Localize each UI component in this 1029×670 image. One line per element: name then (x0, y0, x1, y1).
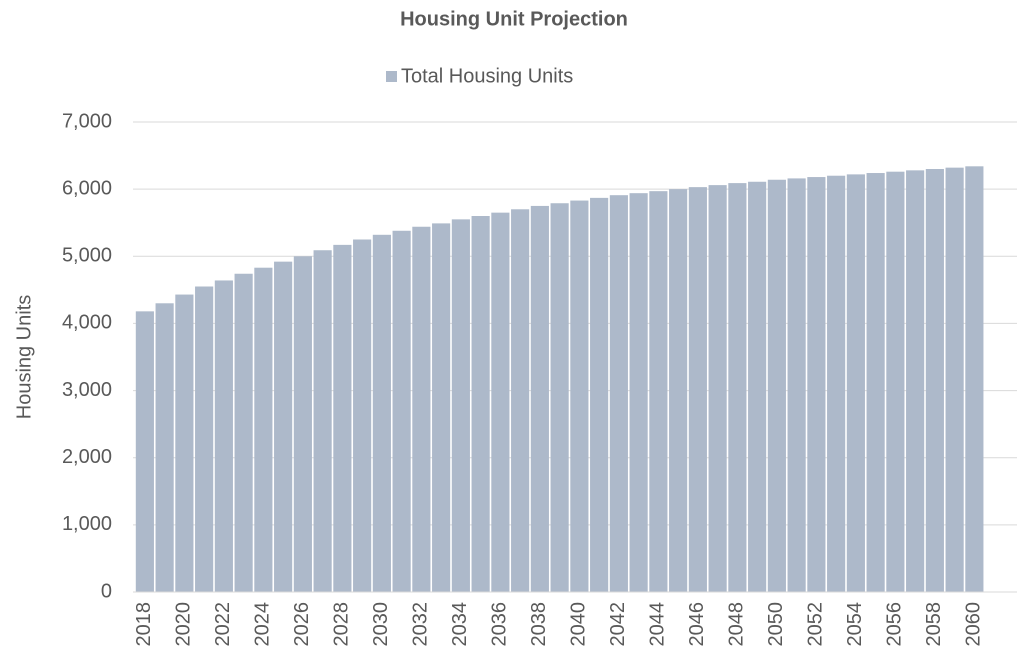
bar (649, 191, 668, 592)
bar (925, 169, 944, 592)
x-tick-label: 2018 (133, 602, 155, 647)
x-tick-label: 2024 (252, 602, 274, 647)
bar (392, 230, 411, 592)
bar (629, 193, 648, 592)
x-tick-label: 2026 (291, 602, 313, 647)
bar (451, 219, 470, 592)
y-tick-label: 6,000 (62, 177, 112, 199)
bar (708, 185, 727, 592)
bar (293, 256, 312, 592)
bar (590, 197, 609, 592)
x-tick-label: 2030 (370, 602, 392, 647)
bar (471, 216, 490, 592)
bar (767, 179, 786, 592)
bar (886, 171, 905, 592)
x-tick-label: 2020 (173, 602, 195, 647)
y-tick-label: 7,000 (62, 110, 112, 132)
bar (550, 203, 569, 592)
bar (175, 294, 194, 592)
x-tick-label: 2054 (844, 602, 866, 647)
bar (135, 311, 154, 592)
bar (846, 174, 865, 592)
x-tick-label: 2060 (963, 602, 985, 647)
chart-title: Housing Unit Projection (400, 8, 628, 30)
x-tick-label: 2036 (489, 602, 511, 647)
bar (491, 212, 510, 592)
bar (412, 226, 431, 592)
y-tick-label: 3,000 (62, 379, 112, 401)
x-tick-label: 2022 (212, 602, 234, 647)
bar (866, 173, 885, 592)
x-tick-label: 2032 (410, 602, 432, 647)
y-tick-label: 2,000 (62, 446, 112, 468)
bar (432, 223, 451, 592)
y-tick-label: 5,000 (62, 245, 112, 267)
x-tick-label: 2052 (805, 602, 827, 647)
x-tick-label: 2046 (686, 602, 708, 647)
bar (827, 175, 846, 592)
bar (530, 205, 549, 592)
y-axis-label: Housing Units (13, 295, 35, 420)
bar (787, 178, 806, 592)
bar (570, 200, 589, 593)
bar (965, 166, 984, 593)
x-tick-label: 2034 (449, 602, 471, 647)
bar (609, 195, 628, 592)
y-tick-label: 4,000 (62, 312, 112, 334)
bar (945, 167, 964, 592)
bar (234, 273, 253, 592)
bar (333, 244, 352, 592)
bar (748, 181, 767, 592)
bar (807, 177, 826, 593)
legend-label: Total Housing Units (401, 65, 573, 87)
bar (274, 261, 293, 592)
bar (254, 267, 273, 592)
x-tick-label: 2048 (726, 602, 748, 647)
bar (511, 209, 530, 593)
bar (313, 250, 332, 592)
x-tick-label: 2056 (884, 602, 906, 647)
x-tick-label: 2044 (647, 602, 669, 647)
bar (372, 234, 391, 593)
x-tick-label: 2042 (607, 602, 629, 647)
bar (728, 183, 747, 592)
bar (195, 286, 214, 592)
y-tick-label: 0 (101, 580, 112, 602)
bar (353, 239, 372, 592)
bar (906, 170, 925, 593)
bar (688, 187, 707, 592)
x-tick-label: 2038 (528, 602, 550, 647)
x-tick-label: 2028 (331, 602, 353, 647)
x-tick-label: 2058 (923, 602, 945, 647)
x-tick-label: 2050 (765, 602, 787, 647)
bar (155, 303, 174, 592)
y-tick-label: 1,000 (62, 513, 112, 535)
legend-swatch (386, 71, 397, 82)
bar (669, 189, 688, 592)
x-tick-label: 2040 (568, 602, 590, 647)
bar (214, 280, 233, 592)
